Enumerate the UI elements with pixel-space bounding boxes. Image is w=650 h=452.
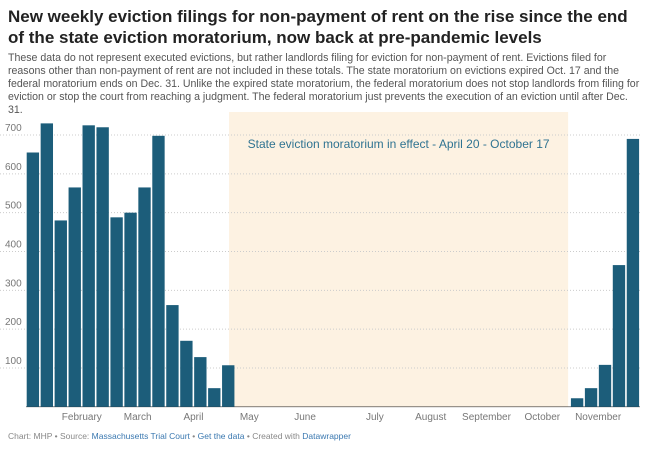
bar (180, 340, 193, 407)
x-tick-label: September (462, 412, 512, 423)
bar (194, 357, 207, 407)
separator: • (246, 431, 250, 441)
data-link[interactable]: Get the data (197, 431, 245, 441)
y-tick-label: 300 (5, 278, 22, 289)
bar (152, 135, 165, 407)
bar (82, 125, 95, 407)
separator: • (192, 431, 196, 441)
separator: • (54, 431, 58, 441)
y-tick-label: 600 (5, 162, 22, 173)
source-link[interactable]: Massachusetts Trial Court (91, 431, 190, 441)
y-tick-label: 100 (5, 356, 22, 367)
moratorium-shade (229, 112, 569, 407)
chart-description: These data do not represent executed evi… (8, 52, 640, 116)
bar (166, 305, 179, 407)
bar (626, 138, 640, 407)
chart: State eviction moratorium in effect - Ap… (0, 112, 640, 423)
created-with: Created with (252, 431, 300, 441)
bar (68, 187, 81, 407)
bar (124, 212, 137, 407)
footer-credit: Chart: MHP (8, 431, 53, 441)
tool-link[interactable]: Datawrapper (302, 431, 351, 441)
bar (26, 152, 40, 407)
y-tick-label: 500 (5, 201, 22, 212)
bar (138, 187, 151, 407)
x-tick-label: March (124, 412, 152, 423)
bar (208, 388, 221, 407)
bar (96, 127, 109, 407)
x-tick-label: June (294, 412, 316, 423)
bar (612, 265, 626, 407)
y-tick-label: 700 (5, 123, 22, 134)
bar (222, 365, 235, 407)
bar (110, 217, 123, 407)
x-tick-label: August (415, 412, 446, 423)
bar (54, 220, 67, 407)
x-tick-label: May (240, 412, 259, 423)
annotation: State eviction moratorium in effect - Ap… (248, 137, 550, 151)
y-tick-label: 400 (5, 240, 22, 251)
footer: Chart: MHP • Source: Massachusetts Trial… (8, 431, 351, 441)
x-tick-label: February (62, 412, 102, 423)
x-tick-label: November (575, 412, 622, 423)
y-tick-label: 200 (5, 317, 22, 328)
chart-title: New weekly eviction filings for non-paym… (8, 7, 628, 47)
source-label: Source: (59, 431, 90, 441)
bar (570, 398, 584, 407)
bar (598, 364, 612, 407)
x-tick-label: April (183, 412, 203, 423)
bar (40, 123, 54, 407)
x-tick-label: October (525, 412, 561, 423)
bar (584, 388, 598, 407)
x-tick-label: July (366, 412, 384, 423)
